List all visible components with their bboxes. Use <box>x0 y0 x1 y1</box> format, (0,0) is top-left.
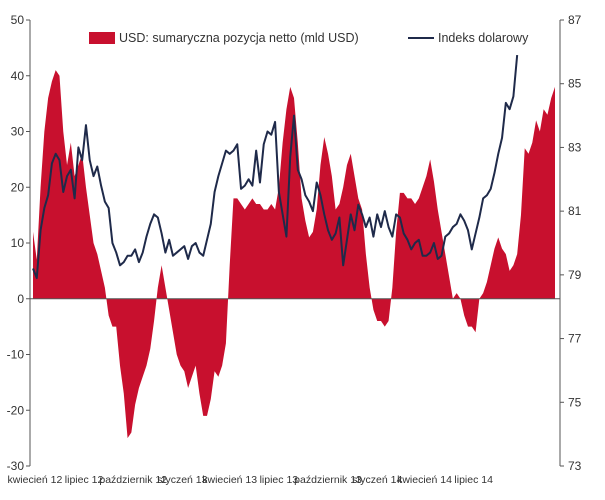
x-tick-label: lipiec 12 <box>65 474 104 486</box>
area-fill <box>33 70 555 439</box>
left-tick-label: 10 <box>11 236 25 250</box>
legend-line-label: Indeks dolarowy <box>438 31 529 45</box>
left-tick-label: 30 <box>11 125 25 139</box>
x-tick-label: październik 13 <box>294 474 362 486</box>
x-tick-label: lipiec 14 <box>454 474 493 486</box>
left-tick-label: 0 <box>17 292 24 306</box>
left-tick-label: -10 <box>7 348 25 362</box>
right-tick-label: 75 <box>568 395 582 409</box>
left-tick-label: 50 <box>11 13 25 27</box>
x-tick-label: kwiecień 14 <box>397 474 452 486</box>
left-tick-label: -20 <box>7 403 25 417</box>
right-tick-label: 81 <box>568 204 582 218</box>
index-line <box>32 54 519 280</box>
legend-area-swatch <box>89 32 115 44</box>
area-series-net-position <box>33 70 555 439</box>
x-tick-label: październik 12 <box>99 474 167 486</box>
right-tick-label: 79 <box>568 268 582 282</box>
x-tick-label: styczeń 14 <box>352 474 402 486</box>
left-tick-label: 20 <box>11 180 25 194</box>
right-tick-label: 83 <box>568 140 582 154</box>
x-tick-label: lipiec 13 <box>260 474 299 486</box>
left-tick-label: -30 <box>7 459 25 473</box>
legend: USD: sumaryczna pozycja netto (mld USD) … <box>89 31 529 45</box>
line-series-dollar-index <box>32 54 519 280</box>
right-axis-ticks: 87 85 83 81 79 77 75 73 <box>560 13 582 473</box>
x-tick-label: styczeń 13 <box>157 474 207 486</box>
right-tick-label: 87 <box>568 13 582 27</box>
right-tick-label: 77 <box>568 332 582 346</box>
right-tick-label: 85 <box>568 77 582 91</box>
right-tick-label: 73 <box>568 459 582 473</box>
left-tick-label: 40 <box>11 69 25 83</box>
x-tick-label: kwiecień 12 <box>7 474 62 486</box>
left-axis-ticks: 50 40 30 20 10 0 -10 -20 -30 <box>7 13 30 473</box>
legend-area-label: USD: sumaryczna pozycja netto (mld USD) <box>119 31 359 45</box>
x-tick-label: kwiecień 13 <box>202 474 257 486</box>
